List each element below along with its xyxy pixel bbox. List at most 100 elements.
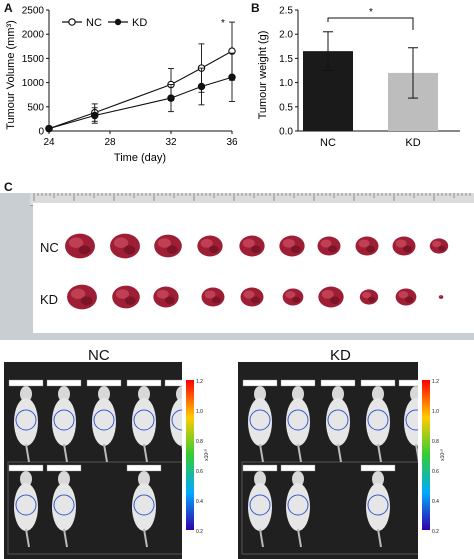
tumor-nc [429,238,449,254]
mouse [242,464,278,548]
roi-circle [287,409,309,431]
mouse-body [326,398,350,446]
tumor-nc [154,234,182,258]
mouse-tail [337,443,342,463]
mouse-tail [377,443,382,463]
mouse [46,379,82,463]
mouse-body [14,483,38,531]
colorbar-tick-label: 0.2 [196,529,203,535]
tumor-nc [317,236,341,256]
tumor-shadow [328,245,337,253]
mouse [46,464,82,548]
mouse-body [286,483,310,531]
roi-label-box [126,379,162,387]
roi-circle [15,494,37,516]
legend-nc-label: NC [86,17,102,29]
mouse [280,464,316,548]
tumor-shadow [403,245,412,253]
a-x-tick-label: 24 [43,137,55,148]
roi-label-box [360,379,396,387]
roi-circle [53,494,75,516]
mouse [360,464,396,548]
a-point-kd [45,124,53,133]
mouse [8,379,44,463]
photo-row-label-nc: NC [40,240,59,255]
tumor-shadow [250,245,261,254]
mouse-head [138,471,150,487]
tumor-shadow [366,245,375,253]
tumor-nc [392,236,416,256]
mouse-tail [25,443,30,463]
colorbar-tick-label: 1.2 [196,379,203,385]
tumor-shadow [438,245,446,252]
tumor-shadow [405,296,414,303]
tumor-photo: NC KD [0,193,474,340]
tumor-shadow [123,245,136,255]
mouse-tail [63,528,68,548]
a-y-tick-label: 2000 [22,30,45,41]
roi-label-box [46,379,82,387]
tumor-kd [318,286,344,308]
a-point-kd [167,94,175,102]
a-y-tick-label: 0 [38,127,44,138]
colorbar-tick-label: 1.0 [196,409,203,415]
roi-circle [15,409,37,431]
tumor-shadow [124,296,136,305]
tumor-shadow [80,296,93,306]
a-y-tick-label: 1500 [22,54,45,65]
b-x-tick-label-kd: KD [405,137,420,149]
mouse-body [248,398,272,446]
a-x-tick-label: 28 [104,137,116,148]
roi-circle [367,409,389,431]
tumor-highlight [204,290,216,299]
tumor-highlight [362,291,371,299]
tumor-shadow [164,296,175,305]
roi-label-box [280,379,316,387]
mouse-head [98,386,110,402]
colorbar-tick-label: 0.2 [432,529,439,535]
tumor-highlight [115,289,129,299]
tumor-highlight [200,238,213,248]
mouse-body [366,398,390,446]
mouse-head [20,386,32,402]
a-legend: NC KD [62,17,147,29]
tumor-nc [110,233,140,259]
mouse [320,379,356,463]
tumor-highlight [113,237,129,248]
tumor-shadow [440,296,443,299]
tumor-highlight [242,238,255,248]
colorbar-exponent: x10¹⁰ [440,449,446,461]
roi-label-box [242,464,278,472]
legend-kd-marker [114,18,122,26]
mouse-tail [143,443,148,463]
roi-label-box [8,379,44,387]
tumor-kd [359,289,379,305]
tumor-highlight [243,290,255,299]
panel-label-c: C [4,180,13,194]
legend-kd-label: KD [132,17,147,29]
tumor-shadow [329,296,340,305]
b-y-tick-label: 2.0 [279,30,293,41]
tumor-kd [438,295,444,299]
tumor-shadow [251,296,260,304]
mouse-head [254,471,266,487]
tumor-kd [67,284,97,310]
a-y-tick-label: 2500 [22,6,45,17]
b-significance-star: * [369,7,373,18]
mouse-head [332,386,344,402]
tumor-highlight [70,288,86,299]
mouse-body [132,483,156,531]
a-point-kd [91,111,99,120]
tumor-highlight [398,291,409,299]
a-x-axis-label: Time (day) [114,152,166,164]
mouse-tail [103,443,108,463]
tumor-nc [197,235,223,257]
a-x-tick-label: 32 [165,137,177,148]
tumor-highlight [358,239,370,248]
roi-circle [93,409,115,431]
colorbar-tick-label: 0.4 [196,499,203,505]
tumor-nc [239,235,265,257]
roi-label-box [86,379,122,387]
mouse [126,379,162,463]
colorbar-tick-label: 0.6 [432,469,439,475]
